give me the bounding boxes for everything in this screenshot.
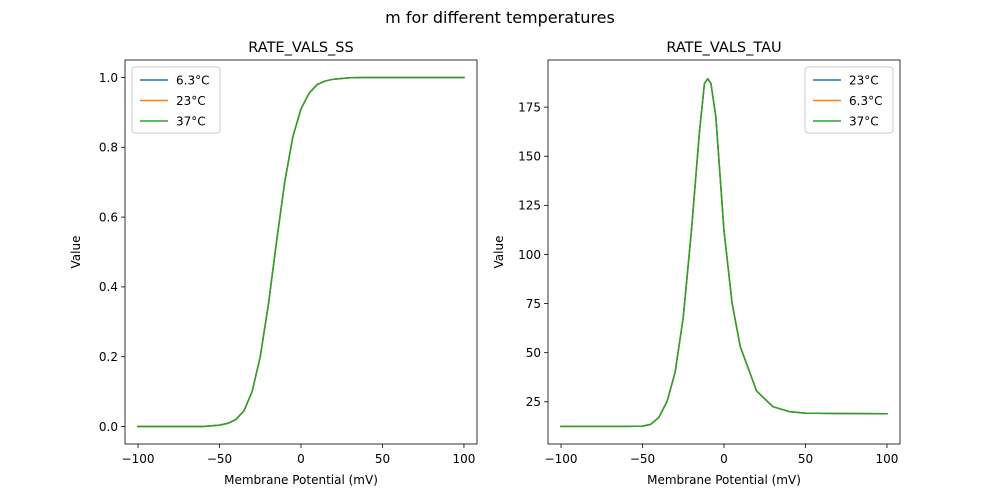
chart-title: RATE_VALS_TAU xyxy=(666,40,781,56)
y-tick-label: 50 xyxy=(526,346,541,360)
x-tick-label: −100 xyxy=(545,452,578,466)
chart-title: RATE_VALS_SS xyxy=(248,40,353,56)
y-tick-label: 100 xyxy=(518,248,541,262)
y-tick-label: 150 xyxy=(518,150,541,164)
y-tick-label: 175 xyxy=(518,100,541,114)
legend-label: 37°C xyxy=(176,115,206,129)
legend-label: 37°C xyxy=(849,115,879,129)
legend-label: 6.3°C xyxy=(176,74,209,88)
chart-panel-1: −100 −50 0 50 100 0.0 0.2 0.4 0.6 0.8 1.0 RATE_VALS… xyxy=(69,40,478,487)
x-tick-label: −50 xyxy=(630,452,655,466)
chart-panel-2: −100 −50 0 50 100 25 50 75 100 125 150 175 RATE_VALS… xyxy=(492,40,901,487)
y-tick-label: 0.4 xyxy=(99,280,118,294)
x-tick-label: 50 xyxy=(375,452,390,466)
y-tick-label: 0.0 xyxy=(99,420,118,434)
legend-label: 6.3°C xyxy=(849,94,882,108)
x-tick-label: −50 xyxy=(207,452,232,466)
y-tick-label: 75 xyxy=(526,297,541,311)
series-line-3 xyxy=(560,77,888,428)
y-axis-label: Value xyxy=(492,236,506,269)
y-tick-label: 0.6 xyxy=(99,210,118,224)
legend-label: 23°C xyxy=(176,94,206,108)
y-tick-label: 0.2 xyxy=(99,350,118,364)
chart-legend: 6.3°C 23°C 37°C xyxy=(131,66,221,134)
x-tick-label: 100 xyxy=(876,452,899,466)
y-tick-label: 0.8 xyxy=(99,141,118,155)
legend-frame xyxy=(131,66,221,134)
legend-frame xyxy=(804,66,894,134)
x-tick-label: 50 xyxy=(798,452,813,466)
y-tick-label: 25 xyxy=(526,395,541,409)
y-tick-label: 125 xyxy=(518,199,541,213)
x-axis-label: Membrane Potential (mV) xyxy=(647,473,801,487)
x-tick-label: −100 xyxy=(122,452,155,466)
x-tick-label: 0 xyxy=(297,452,305,466)
legend-label: 23°C xyxy=(849,74,879,88)
x-axis-label: Membrane Potential (mV) xyxy=(224,473,378,487)
chart-legend: 23°C 6.3°C 37°C xyxy=(804,66,894,134)
x-tick-label: 100 xyxy=(453,452,476,466)
y-tick-label: 1.0 xyxy=(99,71,118,85)
y-axis-label: Value xyxy=(69,236,83,269)
series-line-3 xyxy=(137,76,465,428)
x-tick-label: 0 xyxy=(720,452,728,466)
figure-suptitle: m for different temperatures xyxy=(385,8,615,27)
